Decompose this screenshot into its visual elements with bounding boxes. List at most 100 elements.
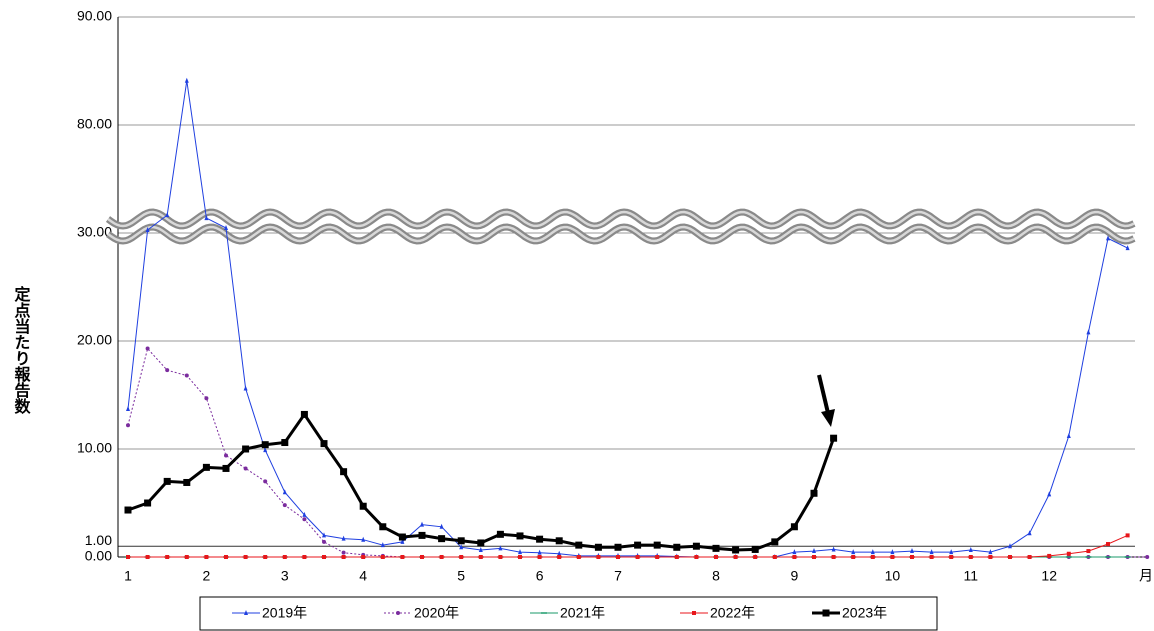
marker <box>772 555 777 559</box>
legend-marker <box>692 611 696 615</box>
y-tick-label: 1.00 <box>85 532 112 548</box>
marker <box>988 549 993 555</box>
marker <box>361 536 366 542</box>
marker <box>949 555 954 559</box>
marker <box>183 478 191 486</box>
marker <box>1106 235 1110 241</box>
series-line <box>128 534 1128 558</box>
marker <box>400 555 405 559</box>
marker <box>184 555 189 559</box>
marker <box>518 549 522 555</box>
legend-label: 2023年 <box>842 605 887 621</box>
axis-break <box>105 208 1136 245</box>
marker <box>890 555 895 559</box>
marker <box>614 543 622 551</box>
x-tick-label: 2 <box>203 568 211 584</box>
marker <box>380 542 385 548</box>
marker <box>302 511 307 517</box>
x-tick-label: 11 <box>964 568 979 584</box>
legend-marker <box>822 609 830 617</box>
legend-item: 2021年 <box>530 605 605 621</box>
y-tick-label: 10.00 <box>77 440 112 456</box>
marker <box>302 555 307 559</box>
marker <box>771 538 779 546</box>
marker <box>751 545 759 553</box>
marker <box>165 368 170 373</box>
x-tick-label: 10 <box>885 568 901 584</box>
marker <box>165 555 170 559</box>
marker <box>124 506 132 514</box>
marker <box>694 555 699 559</box>
marker <box>792 549 797 555</box>
marker <box>184 77 189 83</box>
marker <box>1008 543 1012 549</box>
marker <box>1066 551 1071 556</box>
marker <box>812 548 816 554</box>
marker <box>263 555 268 559</box>
legend-marker <box>396 611 400 615</box>
marker <box>477 539 485 547</box>
x-axis-title: 月 <box>1139 568 1153 584</box>
marker <box>163 477 171 485</box>
marker <box>733 555 738 559</box>
marker <box>968 546 973 552</box>
marker <box>302 517 307 522</box>
marker <box>810 489 818 497</box>
marker <box>732 546 740 554</box>
marker <box>910 555 914 559</box>
marker <box>988 555 993 559</box>
legend-label: 2020年 <box>414 605 459 621</box>
y-tick-label: 80.00 <box>77 116 112 132</box>
marker <box>478 546 483 552</box>
x-tick-label: 3 <box>281 568 289 584</box>
marker <box>243 385 248 391</box>
marker <box>400 538 405 544</box>
marker <box>870 549 875 555</box>
marker <box>126 423 130 428</box>
marker <box>459 544 464 550</box>
x-tick-label: 6 <box>536 568 544 584</box>
marker <box>243 466 248 471</box>
marker <box>557 555 562 559</box>
legend-item: 2023年 <box>812 605 887 621</box>
marker <box>380 555 385 559</box>
marker <box>320 440 328 448</box>
marker <box>243 555 248 559</box>
marker <box>594 543 602 551</box>
legend-entries: 2019年 2020年 2021年 2022年 2023年 <box>232 605 887 621</box>
legend-label: 2019年 <box>262 605 307 621</box>
marker <box>420 555 424 559</box>
marker <box>1145 555 1150 559</box>
legend-item: 2020年 <box>384 605 459 621</box>
marker <box>126 555 130 559</box>
marker <box>518 555 522 559</box>
marker <box>457 537 465 545</box>
marker <box>322 532 326 538</box>
marker <box>165 212 170 218</box>
marker <box>281 439 289 447</box>
marker <box>790 523 798 531</box>
legend-label: 2021年 <box>560 605 605 621</box>
marker <box>224 225 228 231</box>
x-tick-label: 9 <box>791 568 799 584</box>
marker <box>420 521 424 527</box>
x-tick-label: 7 <box>614 568 622 584</box>
marker <box>341 555 346 559</box>
marker <box>870 555 875 559</box>
marker <box>202 463 210 471</box>
plot-area <box>124 77 1150 559</box>
marker <box>812 555 816 559</box>
legend-item: 2022年 <box>680 605 755 621</box>
marker <box>1125 533 1130 538</box>
marker <box>692 542 700 550</box>
x-tick-label: 1 <box>124 568 132 584</box>
marker <box>1047 553 1052 558</box>
marker <box>145 555 150 559</box>
marker <box>224 555 228 559</box>
marker <box>145 226 150 232</box>
marker <box>361 555 366 559</box>
marker <box>439 523 444 529</box>
marker <box>596 555 601 559</box>
marker <box>831 555 836 559</box>
marker <box>145 346 150 351</box>
